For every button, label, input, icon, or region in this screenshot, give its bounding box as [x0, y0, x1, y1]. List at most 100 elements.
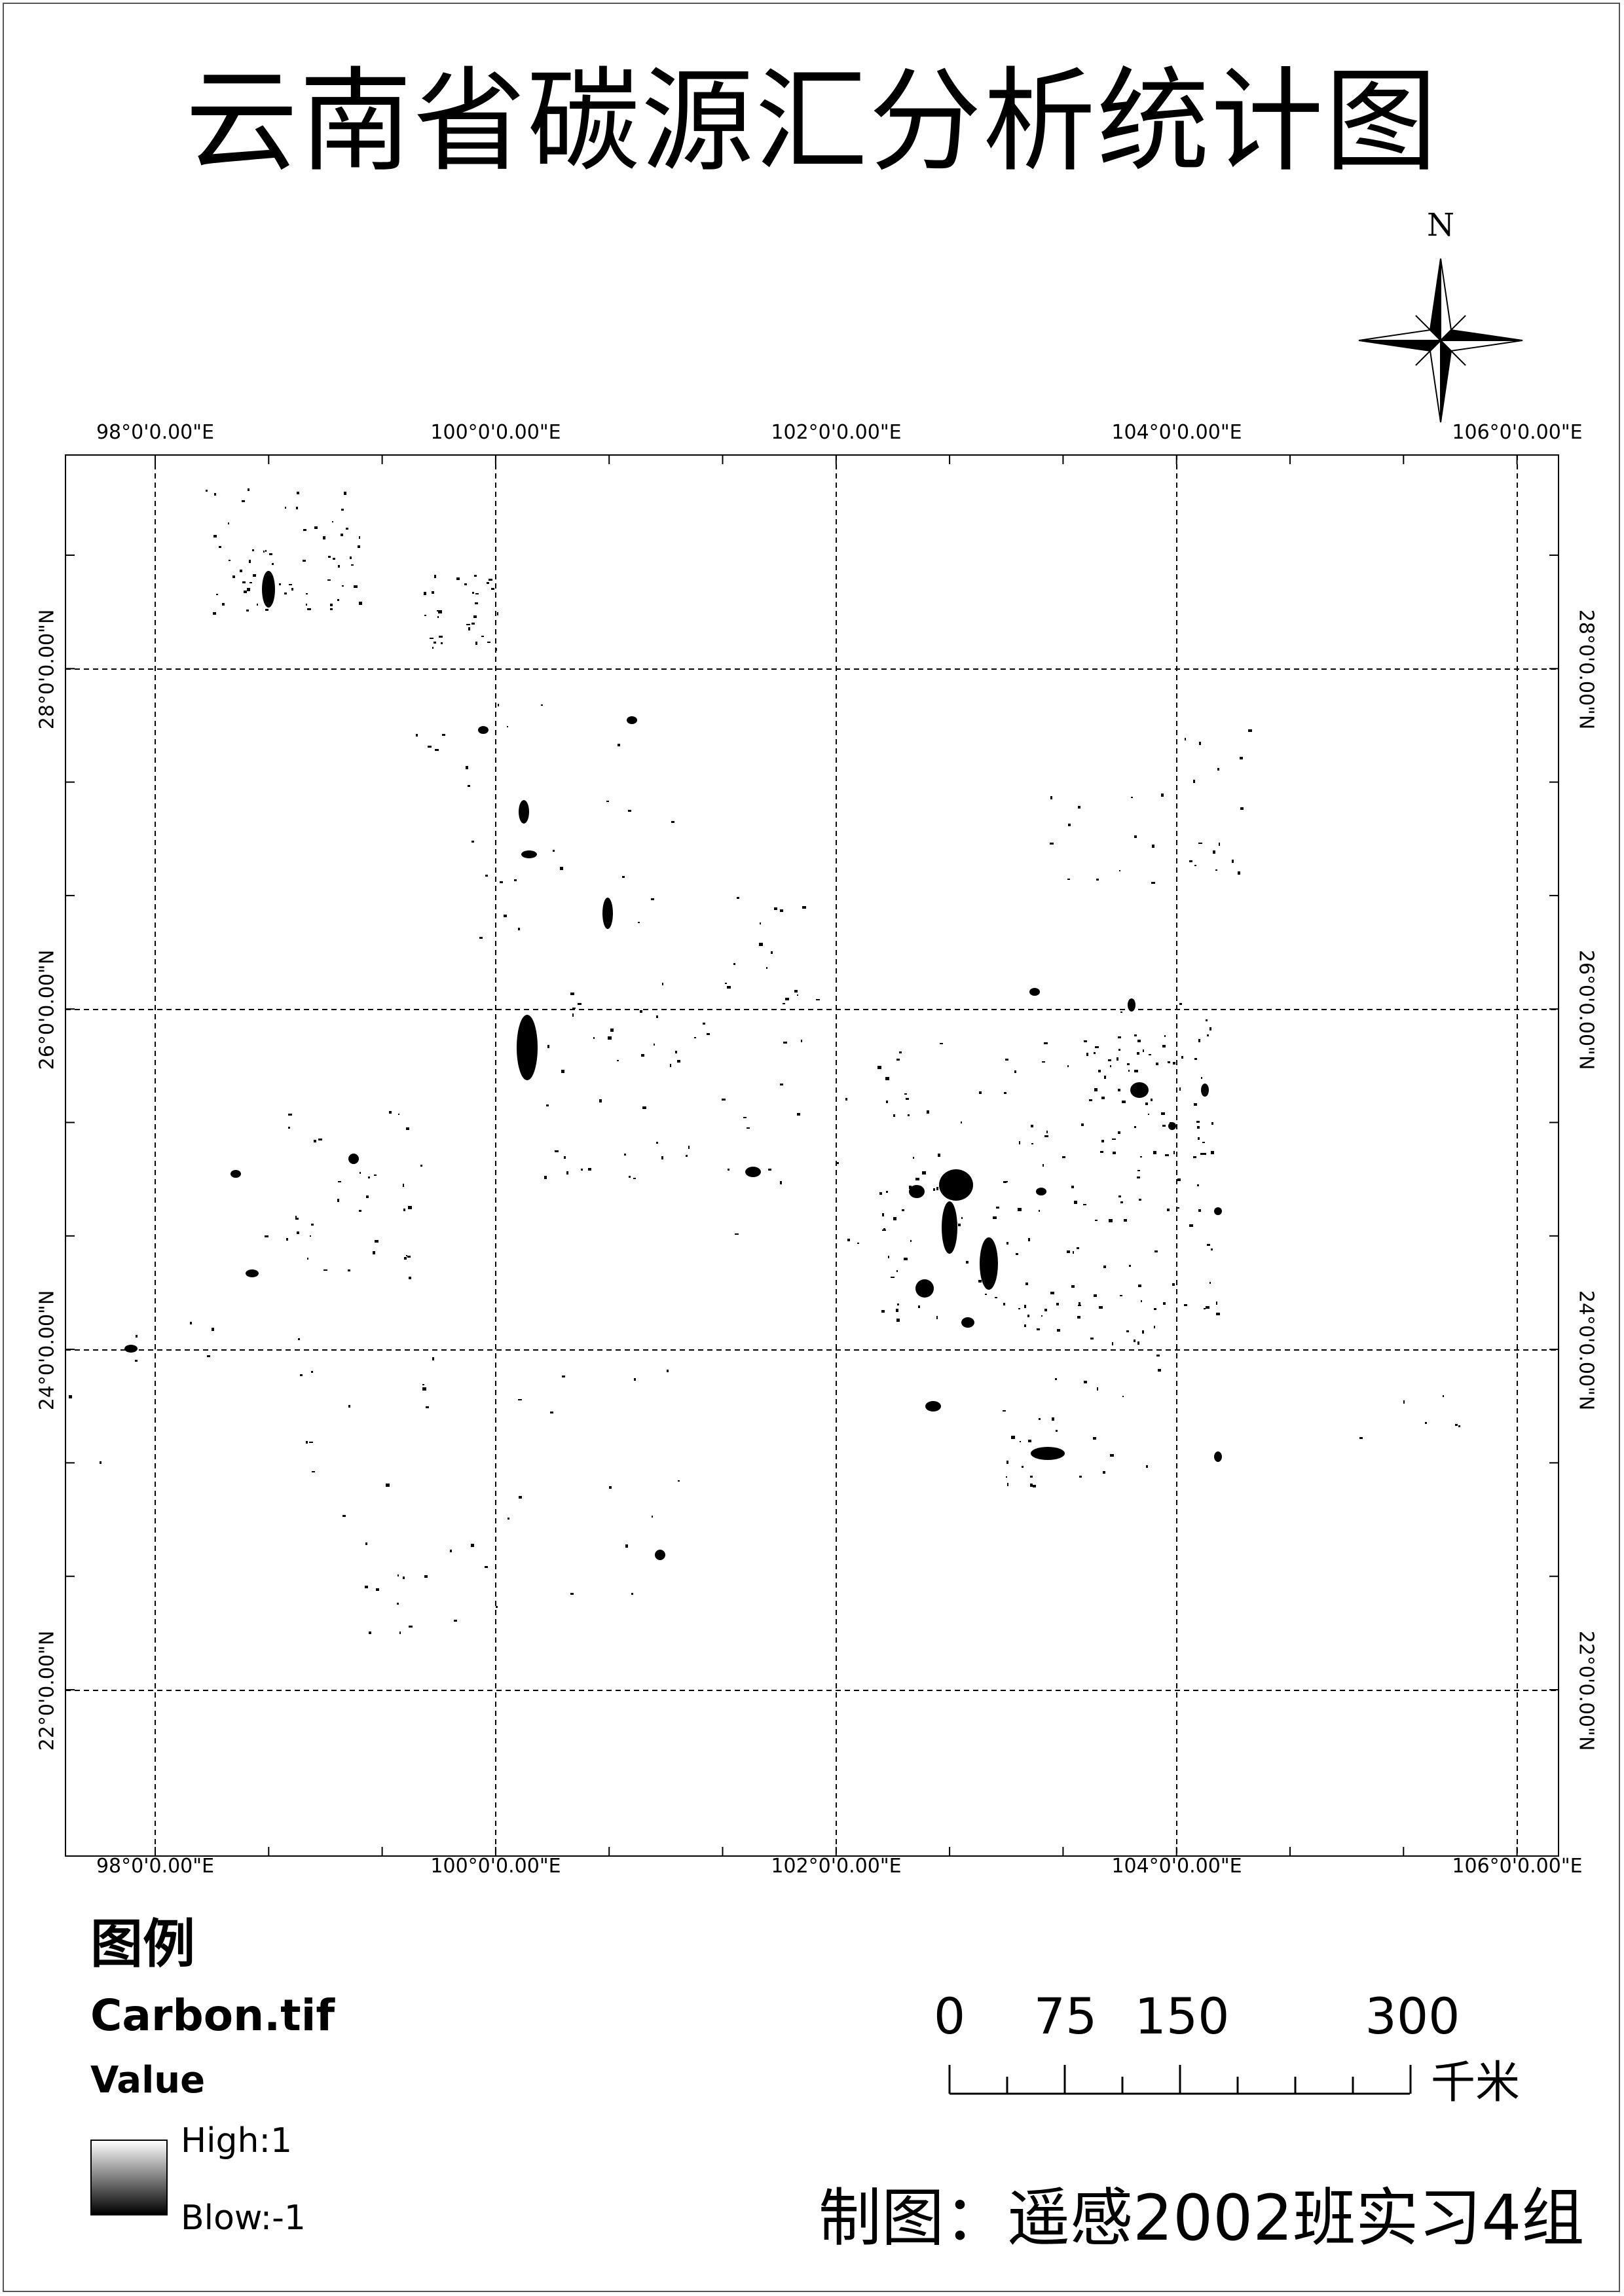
- carbon-source-pixel: [631, 1593, 633, 1595]
- legend-low-label: Blow:-1: [181, 2198, 306, 2238]
- carbon-source-pixel: [1079, 1476, 1082, 1478]
- carbon-source-pixel: [1039, 1210, 1040, 1212]
- carbon-source-pixel: [1156, 1355, 1160, 1357]
- carbon-source-pixel: [593, 1037, 595, 1039]
- carbon-source-pixel: [323, 1269, 327, 1271]
- carbon-source-pixel: [442, 734, 445, 736]
- carbon-source-pixel: [1006, 1476, 1007, 1478]
- carbon-source-pixel: [886, 1101, 888, 1103]
- carbon-source-pixel: [625, 1544, 628, 1548]
- carbon-source-pixel: [1003, 1410, 1006, 1412]
- carbon-source-pixel: [437, 616, 439, 618]
- carbon-source-pixel: [240, 570, 242, 572]
- lat-label-right-22: 22°0'0.00"N: [1574, 1630, 1598, 1751]
- carbon-source-pixel: [496, 1606, 498, 1608]
- carbon-source-pixel: [1151, 1099, 1153, 1101]
- carbon-source-pixel: [424, 592, 426, 595]
- carbon-source-pixel: [359, 602, 362, 605]
- carbon-source-pixel: [1134, 1126, 1136, 1128]
- carbon-source-patch-14: [925, 1401, 941, 1412]
- carbon-source-pixel: [816, 999, 820, 1000]
- carbon-source-pixel: [341, 509, 344, 511]
- carbon-source-pixel: [229, 560, 231, 561]
- carbon-source-pixel: [996, 1207, 999, 1209]
- carbon-source-pixel: [566, 1171, 568, 1175]
- carbon-source-pixel: [993, 1216, 997, 1219]
- carbon-source-pixel: [306, 604, 307, 606]
- carbon-source-pixel: [1145, 1102, 1148, 1105]
- carbon-source-pixel: [1211, 1151, 1214, 1154]
- carbon-source-pixel: [961, 1217, 963, 1219]
- carbon-source-pixel: [1112, 1342, 1113, 1345]
- lat-label-right-26: 26°0'0.00"N: [1574, 949, 1598, 1070]
- carbon-source-pixel: [678, 1480, 680, 1482]
- carbon-source-pixel: [1024, 1305, 1026, 1308]
- carbon-source-pixel: [642, 1106, 646, 1109]
- carbon-source-pixel: [416, 734, 418, 737]
- carbon-source-patch-15: [246, 1269, 259, 1277]
- carbon-source-pixel: [893, 1217, 896, 1220]
- carbon-source-pixel: [1206, 1019, 1208, 1021]
- carbon-source-pixel: [896, 1059, 900, 1061]
- carbon-source-pixel: [1005, 1059, 1008, 1061]
- carbon-source-pixel: [882, 1213, 884, 1216]
- carbon-source-patch-24: [1036, 1188, 1046, 1195]
- carbon-source-pixel: [686, 1155, 688, 1157]
- carbon-source-pixel: [634, 1378, 636, 1381]
- carbon-source-pixel: [514, 879, 517, 881]
- carbon-source-pixel: [940, 1043, 943, 1044]
- carbon-source-pixel: [450, 1550, 452, 1552]
- carbon-source-pixel: [1194, 1103, 1197, 1106]
- carbon-source-pixel: [1004, 1092, 1006, 1094]
- lon-label-top-100: 100°0'0.00"E: [430, 421, 561, 444]
- carbon-source-pixel: [1200, 1153, 1204, 1155]
- carbon-source-pixel: [430, 638, 434, 639]
- carbon-source-pixel: [1154, 1308, 1156, 1310]
- carbon-source-pixel: [318, 1139, 322, 1140]
- carbon-source-pixel: [1153, 1151, 1156, 1154]
- carbon-source-pixel: [780, 909, 783, 912]
- carbon-source-pixel: [733, 963, 735, 965]
- carbon-source-pixel: [1093, 1437, 1096, 1440]
- carbon-source-pixel: [1202, 1142, 1205, 1143]
- carbon-source-pixel: [609, 1486, 612, 1489]
- carbon-source-pixel: [1055, 1378, 1057, 1380]
- carbon-source-pixel: [1044, 1309, 1047, 1311]
- carbon-source-pixel: [1122, 1101, 1126, 1103]
- carbon-source-pixel: [728, 1169, 729, 1171]
- carbon-source-patch-7: [915, 1279, 934, 1298]
- carbon-source-pixel: [337, 599, 339, 601]
- carbon-source-pixel: [1170, 1122, 1173, 1125]
- carbon-source-pixel: [783, 1042, 787, 1044]
- carbon-source-pixel: [246, 610, 249, 611]
- carbon-source-pixel: [936, 1316, 938, 1319]
- carbon-source-pixel: [1124, 1219, 1127, 1222]
- carbon-source-patch-26: [1214, 1451, 1222, 1462]
- carbon-source-pixel: [475, 642, 477, 645]
- carbon-source-pixel: [295, 1216, 297, 1218]
- carbon-source-pixel: [279, 583, 281, 585]
- carbon-source-pixel: [882, 1230, 886, 1231]
- carbon-source-pixel: [1084, 1381, 1087, 1383]
- carbon-source-pixel: [398, 1114, 399, 1115]
- carbon-source-pixel: [1137, 1176, 1140, 1178]
- carbon-source-pixel: [437, 610, 439, 611]
- carbon-source-pixel: [906, 1098, 909, 1100]
- carbon-source-pixel: [946, 1194, 947, 1197]
- carbon-source-pixel: [1104, 1076, 1106, 1079]
- carbon-source-pixel: [408, 1206, 412, 1209]
- carbon-source-pixel: [438, 610, 442, 613]
- carbon-source-pixel: [1216, 1302, 1217, 1305]
- carbon-source-pixel: [190, 1322, 192, 1324]
- carbon-source-pixel: [638, 922, 640, 923]
- carbon-source-pixel: [1098, 1070, 1101, 1072]
- carbon-source-pixel: [136, 1335, 138, 1338]
- carbon-source-pixel: [286, 1238, 288, 1241]
- carbon-source-pixel: [725, 983, 727, 984]
- carbon-source-pixel: [656, 1015, 658, 1018]
- carbon-source-pixel: [456, 577, 460, 580]
- carbon-source-pixel: [1129, 1265, 1131, 1267]
- carbon-source-pixel: [244, 591, 247, 593]
- carbon-source-pixel: [578, 1003, 581, 1005]
